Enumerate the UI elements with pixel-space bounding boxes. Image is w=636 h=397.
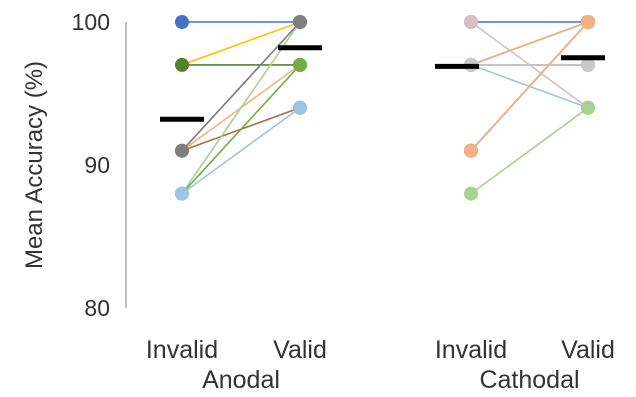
participant-point-invalid: [175, 57, 189, 72]
participant-point-valid: [293, 57, 307, 72]
participant-point-invalid: [464, 186, 478, 201]
participant-point-invalid: [464, 15, 478, 29]
condition-label: Valid: [561, 336, 615, 364]
group-anodal: [160, 15, 322, 201]
participant-point-invalid: [464, 143, 478, 158]
axes: Mean Accuracy (%): [21, 22, 127, 308]
condition-label: Invalid: [146, 336, 218, 364]
condition-label: Invalid: [435, 336, 507, 364]
participant-point-valid: [293, 15, 307, 29]
participant-point-valid: [581, 57, 595, 72]
y-tick-label: 90: [84, 152, 110, 178]
participant-point-invalid: [175, 186, 189, 201]
group-cathodal: [435, 15, 605, 201]
participant-line: [470, 21, 589, 66]
y-axis-title: Mean Accuracy (%): [21, 61, 48, 269]
participant-line: [181, 21, 301, 195]
participant-line: [470, 21, 589, 152]
participant-line: [470, 107, 589, 195]
participant-point-valid: [581, 100, 595, 115]
group-label: Anodal: [202, 366, 280, 394]
participant-line: [181, 64, 301, 195]
condition-label: Valid: [273, 336, 327, 364]
participant-point-invalid: [175, 143, 189, 158]
participant-line: [181, 21, 301, 66]
participant-groups: [160, 15, 605, 201]
participant-point-valid: [581, 15, 595, 29]
participant-point-valid: [293, 100, 307, 115]
y-tick-labels: 80 90 100: [72, 9, 110, 321]
participant-line: [181, 21, 301, 152]
y-tick-label: 80: [84, 295, 110, 321]
participant-line: [181, 107, 301, 195]
group-label: Cathodal: [479, 366, 579, 394]
y-tick-label: 100: [72, 9, 110, 35]
participant-point-invalid: [175, 15, 189, 29]
